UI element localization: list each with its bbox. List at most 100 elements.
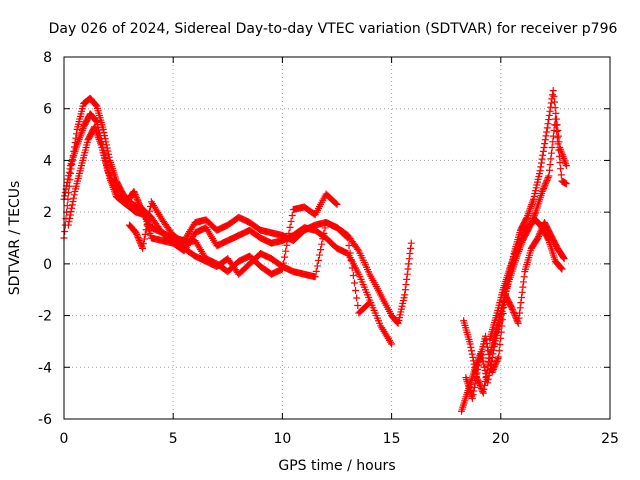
y-tick-label: 0: [43, 257, 52, 273]
data-point: [61, 192, 69, 200]
data-point: [493, 356, 501, 364]
data-point: [495, 353, 503, 361]
data-point: [63, 178, 71, 186]
data-point: [559, 254, 567, 262]
data-point: [557, 165, 565, 173]
data-point: [333, 200, 341, 208]
data-point: [548, 144, 556, 151]
data-point: [549, 138, 557, 146]
data-point: [66, 165, 74, 173]
data-point: [485, 350, 493, 358]
data-point: [287, 217, 295, 225]
data-point: [544, 235, 552, 243]
data-point: [66, 214, 74, 222]
data-point: [91, 116, 99, 124]
grid-lines: [64, 57, 610, 419]
data-point: [510, 310, 518, 318]
data-point: [541, 181, 549, 189]
data-point: [470, 383, 478, 391]
data-point: [481, 381, 489, 389]
data-point: [135, 237, 143, 245]
data-point: [133, 194, 141, 202]
data-point: [484, 347, 492, 355]
data-point: [405, 260, 413, 268]
data-point: [92, 101, 100, 109]
data-point: [516, 238, 524, 246]
data-point: [92, 117, 100, 125]
data-point: [550, 92, 558, 100]
data-point: [536, 167, 544, 175]
data-point: [535, 232, 543, 240]
data-point: [472, 373, 480, 381]
data-point: [496, 341, 504, 349]
data-point: [541, 136, 549, 144]
data-point: [516, 304, 524, 312]
data-point: [67, 208, 75, 216]
data-point: [514, 242, 522, 250]
data-point: [105, 150, 113, 158]
data-point: [551, 115, 559, 123]
x-axis-label: GPS time / hours: [278, 458, 395, 474]
data-point: [497, 334, 505, 342]
data-point: [64, 175, 72, 183]
data-point: [469, 353, 477, 361]
data-point: [135, 200, 143, 208]
data-point: [131, 189, 139, 197]
y-tick-label: 2: [43, 205, 52, 221]
data-point: [482, 374, 490, 382]
data-point: [508, 305, 516, 313]
data-point: [316, 251, 324, 259]
data-point: [488, 368, 496, 376]
data-point: [494, 354, 502, 362]
data-point: [537, 159, 545, 167]
data-point: [539, 186, 547, 194]
data-point: [517, 236, 525, 244]
data-point: [481, 378, 489, 386]
series-track-8: [486, 216, 566, 343]
data-point: [466, 340, 474, 348]
data-point: [553, 127, 561, 135]
data-point: [515, 239, 523, 247]
data-point: [562, 180, 570, 188]
x-tick-label: 10: [273, 431, 291, 447]
data-point: [471, 380, 479, 388]
data-point: [483, 370, 491, 378]
data-point: [547, 149, 555, 157]
data-point: [514, 318, 522, 326]
data-point: [65, 172, 73, 180]
data-point: [544, 175, 552, 183]
data-point: [388, 340, 396, 348]
data-point: [332, 199, 340, 207]
data-point: [140, 235, 148, 243]
data-point: [403, 270, 411, 278]
data-point: [497, 328, 505, 336]
data-point: [517, 299, 525, 307]
data-point: [518, 288, 526, 296]
data-point: [540, 183, 548, 191]
data-point: [545, 111, 553, 119]
data-point: [543, 124, 551, 132]
data-point: [283, 241, 291, 249]
data-point: [511, 312, 519, 320]
data-point: [467, 343, 475, 351]
data-point: [555, 152, 563, 160]
data-point: [556, 158, 564, 166]
data-point: [107, 175, 115, 183]
data-point: [540, 184, 548, 192]
data-point: [538, 155, 546, 163]
data-point: [552, 121, 560, 129]
data-point: [535, 231, 543, 239]
data-point: [468, 394, 476, 402]
data-point: [401, 286, 409, 294]
data-point: [282, 247, 290, 255]
data-point: [513, 244, 521, 252]
data-point: [407, 244, 415, 252]
data-point: [136, 238, 144, 246]
data-point: [311, 273, 319, 281]
data-point: [544, 120, 552, 128]
data-point: [403, 275, 411, 283]
data-point: [551, 98, 559, 106]
data-point: [108, 176, 116, 184]
data-point: [279, 259, 287, 267]
data-point: [513, 245, 521, 253]
